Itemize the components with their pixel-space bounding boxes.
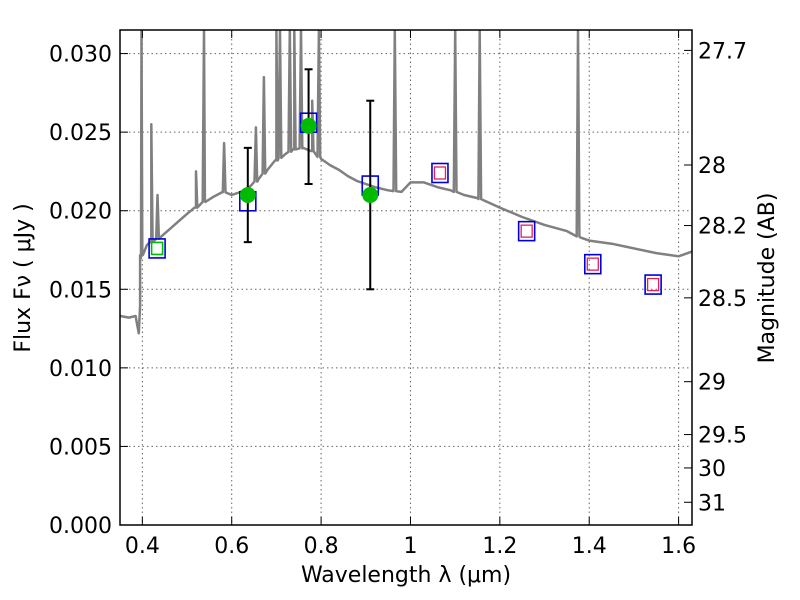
x-tick-label: 0.4 (125, 534, 160, 559)
x-tick-label: 0.8 (304, 534, 339, 559)
y-tick-label: 0.010 (49, 357, 112, 382)
y-tick-label: 0.000 (49, 514, 112, 539)
x-axis-label: Wavelength λ (μm) (301, 563, 511, 588)
upper-point-marker (586, 257, 599, 271)
right-tick-label: 31 (698, 491, 726, 516)
y-tick-label: 0.025 (49, 121, 112, 146)
data-layer (120, 30, 692, 335)
x-tick-label: 1.6 (661, 534, 696, 559)
model-photometry-box (148, 238, 166, 259)
upper-point-marker (646, 277, 660, 292)
right-axis-label: Magnitude (AB) (755, 193, 780, 364)
model-photometry-box (517, 220, 536, 242)
x-tick-label: 0.6 (214, 534, 249, 559)
x-tick-label: 1.2 (482, 534, 517, 559)
right-tick-label: 27.7 (698, 39, 747, 64)
right-tick-label: 30 (698, 457, 726, 482)
model-photometry-box (583, 253, 602, 275)
model-photometry-box (431, 162, 449, 184)
observed-point (150, 241, 164, 256)
y-axis-label: Flux Fν ( μJy ) (11, 203, 36, 352)
right-tick-label: 28.5 (698, 287, 747, 312)
model-photometry-box (644, 274, 662, 295)
y-tick-label: 0.015 (49, 278, 112, 303)
right-tick-label: 29 (698, 371, 726, 396)
axis-ticks: 0.4 0.6 0.8 1 1.2 1.4 1.6 0.000 0.005 0.010 0.015 0… (49, 30, 747, 559)
y-tick-label: 0.005 (49, 435, 112, 460)
upper-point-marker (433, 166, 447, 180)
right-tick-label: 28 (698, 154, 726, 179)
upper-point-marker (520, 224, 533, 238)
plot-background (120, 30, 692, 525)
grid-lines (120, 30, 692, 526)
x-tick-label: 1 (403, 534, 417, 559)
y-tick-label: 0.020 (49, 200, 112, 225)
x-tick-label: 1.4 (572, 534, 607, 559)
observed-point (362, 187, 379, 203)
right-tick-label: 28.2 (698, 215, 747, 240)
plot-frame (119, 29, 693, 526)
right-tick-label: 29.5 (698, 424, 747, 449)
observed-point (300, 117, 317, 134)
y-tick-label: 0.030 (49, 43, 112, 68)
observed-point (239, 187, 256, 203)
